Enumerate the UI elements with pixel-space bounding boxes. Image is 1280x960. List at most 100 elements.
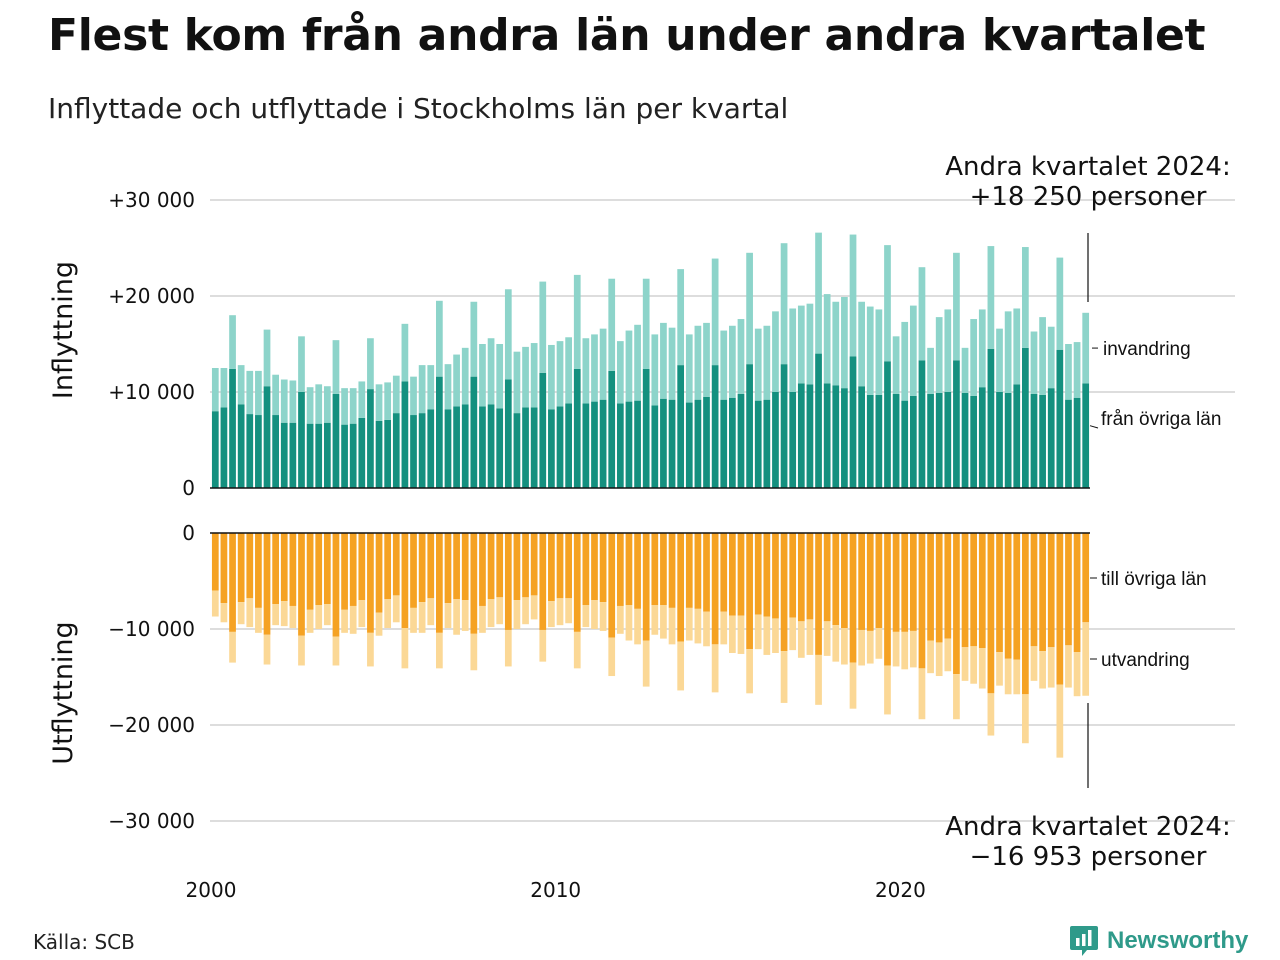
outflow-bar-domestic-out: [1047, 533, 1055, 648]
outflow-bar-domestic-out: [892, 533, 900, 632]
outflow-bar-emigration: [970, 646, 978, 684]
inflow-bar-domestic: [970, 395, 978, 488]
annotation-inflow-line1: Andra kvartalet 2024:: [945, 152, 1230, 182]
newsworthy-logo[interactable]: Newsworthy: [1069, 924, 1248, 958]
outflow-bar-domestic-out: [927, 533, 934, 641]
outflow-bar-emigration: [996, 652, 1003, 686]
inflow-bar-immigration: [892, 336, 900, 394]
inflow-bar-immigration: [858, 301, 865, 387]
inflow-bar-domestic: [901, 400, 909, 488]
inflow-bar-immigration: [315, 384, 323, 424]
outflow-bar-emigration: [229, 631, 236, 663]
inflow-bar-domestic: [978, 387, 986, 488]
inflow-bar-immigration: [746, 252, 753, 365]
outflow-bar-domestic-out: [694, 533, 702, 609]
outflow-bar-emigration: [349, 605, 357, 634]
outflow-bar-emigration: [1056, 684, 1064, 758]
inflow-bar-immigration: [289, 380, 297, 423]
outflow-bar-emigration: [668, 607, 676, 645]
outflow-bar-domestic-out: [263, 533, 271, 635]
inflow-bar-immigration: [453, 354, 460, 407]
outflow-bar-domestic-out: [832, 533, 840, 626]
outflow-bar-emigration: [591, 600, 598, 629]
inflow-bar-immigration: [522, 346, 529, 408]
inflow-bar-domestic: [349, 423, 357, 488]
outflow-bar-emigration: [272, 604, 279, 626]
outflow-bar-emigration: [660, 605, 667, 639]
inflow-bar-domestic: [858, 386, 865, 488]
outflow-bar-domestic-out: [703, 533, 710, 612]
outflow-bar-emigration: [504, 629, 512, 667]
inflow-bar-domestic: [703, 396, 710, 488]
bar-chart-speech-bubble-icon: [1070, 926, 1098, 956]
inflow-bar-domestic: [944, 392, 952, 488]
outflow-bar-emigration: [858, 629, 865, 666]
inflow-bar-immigration: [332, 340, 340, 394]
legend-label-domestic-in: från övriga län: [1101, 409, 1221, 430]
outflow-bar-emigration: [289, 605, 297, 629]
outflow-bar-domestic-out: [504, 533, 512, 630]
inflow-bar-immigration: [556, 341, 564, 407]
inflow-bar-immigration: [599, 328, 607, 400]
outflow-bar-domestic-out: [556, 533, 564, 599]
outflow-bar-emigration: [418, 602, 426, 633]
inflow-bar-domestic: [573, 368, 581, 488]
outflow-bar-domestic-out: [642, 533, 650, 641]
outflow-bar-domestic-out: [996, 533, 1003, 653]
inflow-bar-domestic: [229, 368, 236, 488]
inflow-bar-immigration: [970, 319, 978, 396]
outflow-bar-emigration: [677, 641, 685, 691]
inflow-bar-immigration: [211, 368, 219, 412]
inflow-bar-immigration: [479, 344, 486, 407]
inflow-bar-immigration: [634, 324, 641, 401]
inflow-bar-immigration: [677, 269, 685, 366]
inflow-bar-immigration: [410, 376, 417, 416]
outflow-bar-domestic-out: [487, 533, 495, 600]
outflow-bar-emigration: [255, 607, 262, 633]
inflow-bar-domestic: [565, 403, 572, 488]
inflow-bar-domestic: [410, 415, 417, 488]
inflow-bar-domestic: [444, 409, 452, 488]
outflow-bar-emigration: [384, 599, 392, 629]
outflow-bar-emigration: [978, 648, 986, 689]
outflow-bar-domestic-out: [211, 533, 219, 591]
outflow-bar-emigration: [901, 631, 909, 670]
outflow-bar-emigration: [323, 604, 331, 626]
outflow-bar-emigration: [461, 600, 469, 631]
outflow-bar-domestic-out: [1039, 533, 1046, 652]
inflow-bar-domestic: [1022, 347, 1029, 488]
inflow-bar-immigration: [323, 386, 331, 423]
inflow-bar-domestic: [280, 422, 288, 488]
inflow-bar-immigration: [392, 375, 400, 414]
outflow-bar-emigration: [625, 605, 633, 641]
inflow-bar-immigration: [548, 344, 555, 410]
outflow-bar-emigration: [358, 600, 366, 628]
outflow-bar-domestic-out: [660, 533, 667, 605]
inflow-bar-domestic: [996, 392, 1003, 488]
outflow-bar-domestic-out: [289, 533, 297, 606]
source-note: Källa: SCB: [33, 930, 135, 954]
outflow-bar-emigration: [823, 621, 831, 656]
inflow-bar-domestic: [935, 392, 943, 488]
inflow-bar-domestic: [582, 403, 590, 488]
outflow-bar-emigration: [280, 601, 288, 627]
outflow-bar-emigration: [315, 605, 323, 629]
inflow-bar-domestic: [832, 385, 840, 488]
inflow-bar-domestic: [961, 392, 969, 488]
outflow-bar-emigration: [436, 632, 443, 669]
inflow-bar-domestic: [634, 400, 641, 488]
outflow-bar-emigration: [1082, 622, 1090, 696]
outflow-bar-domestic-out: [539, 533, 547, 630]
inflow-bar-domestic: [737, 393, 745, 488]
outflow-bar-domestic-out: [608, 533, 616, 638]
inflow-bar-immigration: [866, 306, 874, 395]
outflow-bar-domestic-out: [729, 533, 736, 616]
inflow-bar-immigration: [496, 344, 504, 409]
inflow-bar-immigration: [1047, 326, 1055, 389]
outflow-bar-emigration: [720, 611, 728, 645]
outflow-bar-emigration: [935, 642, 943, 677]
outflow-bar-emigration: [866, 630, 874, 664]
inflow-bar-immigration: [504, 289, 512, 380]
outflow-bar-domestic-out: [970, 533, 978, 647]
